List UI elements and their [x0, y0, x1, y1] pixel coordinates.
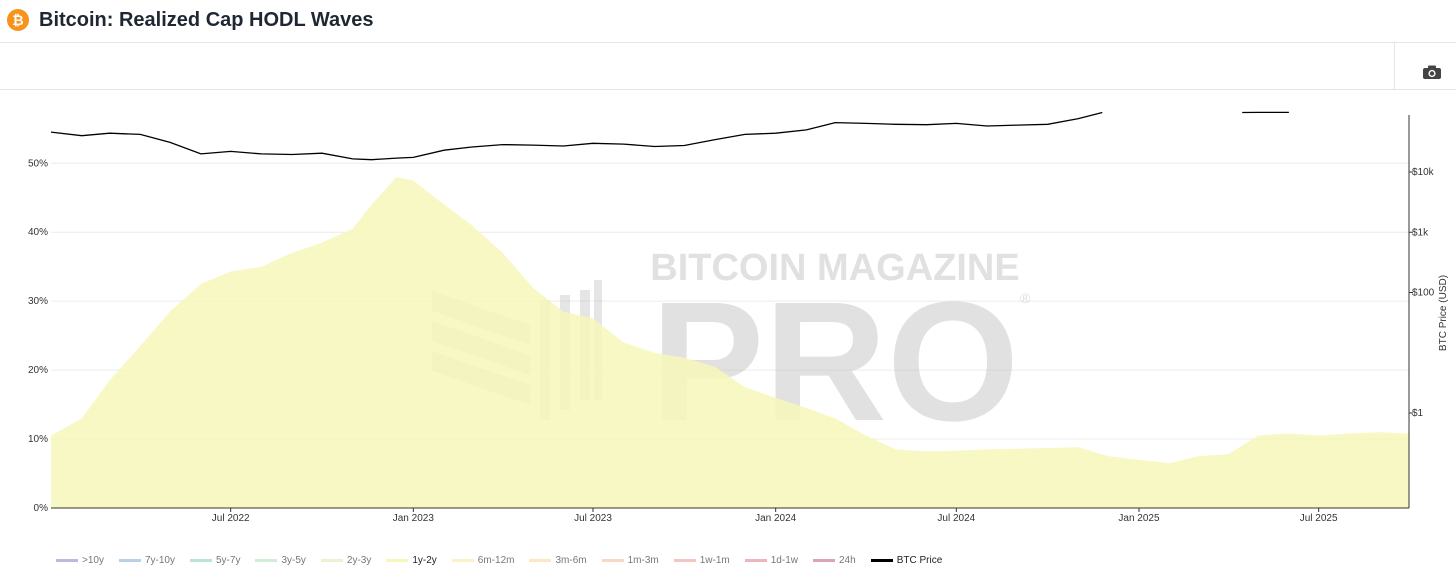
- legend-item[interactable]: 6m-12m: [451, 552, 515, 568]
- legend-item[interactable]: 7y-10y: [118, 552, 175, 568]
- legend-item[interactable]: 5y-7y: [189, 552, 241, 568]
- hodl-areas: [51, 177, 1409, 508]
- x-tick-label: Jul 2025: [1300, 513, 1338, 524]
- legend-swatch: [870, 558, 893, 562]
- legend-item[interactable]: 24h: [813, 552, 856, 568]
- legend-item[interactable]: 2y-3y: [320, 552, 372, 568]
- legend-label: 1m-3m: [627, 554, 659, 566]
- btc-price-line: [50, 111, 1103, 161]
- x-tick-label: Jan 2025: [1118, 513, 1160, 524]
- y-axis-labels-left: 0% 10% 20% 30% 40% 50%: [28, 158, 48, 514]
- price-lines: [50, 111, 1289, 161]
- legend-label: 1y-2y: [412, 554, 437, 566]
- y-tick-label-left: 10%: [28, 434, 48, 445]
- hodl-waves-chart[interactable]: BITCOIN MAGAZINE PRO ® Jul 2022 Jan 2023 J…: [0, 95, 1456, 545]
- chart-legend: >10y 7y-10y 5y-7y 3y-5y 2y-3y 1y-2y 6m-12m 3m-6…: [56, 552, 957, 568]
- y-tick-label-left: 0%: [34, 503, 49, 514]
- x-tick-label: Jul 2024: [937, 513, 975, 524]
- area-1y-2y: [51, 177, 1409, 508]
- legend-swatch: [386, 558, 409, 562]
- legend-label: 3m-6m: [555, 554, 587, 566]
- y-tick-label-right: $1k: [1412, 227, 1429, 238]
- toolbar-divider: [1394, 43, 1395, 89]
- legend-label: 6m-12m: [477, 554, 515, 566]
- legend-swatch: [118, 558, 141, 562]
- y-tick-label-right: $100: [1412, 288, 1435, 299]
- legend-label: 1w-1m: [699, 554, 730, 566]
- x-tick-label: Jan 2023: [393, 513, 435, 524]
- legend-item[interactable]: 1d-1w: [744, 552, 798, 568]
- legend-item[interactable]: 3m-6m: [529, 552, 587, 568]
- y-tick-label-left: 50%: [28, 158, 48, 169]
- chart-header: ₿ Bitcoin: Realized Cap HODL Waves: [0, 0, 1456, 43]
- watermark-line1: BITCOIN MAGAZINE: [650, 247, 1019, 289]
- y-tick-label-left: 20%: [28, 365, 48, 376]
- legend-item[interactable]: 3y-5y: [255, 552, 306, 568]
- legend-swatch: [813, 558, 835, 562]
- legend-label: 2y-3y: [346, 554, 372, 566]
- y-tick-label-left: 40%: [28, 227, 48, 238]
- y-tick-label-left: 30%: [28, 296, 48, 307]
- axes: [51, 115, 1410, 509]
- x-tick-label: Jan 2024: [755, 513, 797, 524]
- legend-label: 5y-7y: [215, 554, 241, 566]
- x-tick-label: Jul 2022: [212, 513, 250, 524]
- legend-item[interactable]: BTC Price: [870, 552, 943, 568]
- legend-swatch: [744, 558, 767, 562]
- chart-toolbar: [0, 43, 1456, 90]
- legend-swatch: [56, 558, 78, 562]
- legend-label: 1d-1w: [770, 554, 798, 566]
- x-tick-label: Jul 2023: [574, 513, 612, 524]
- legend-swatch: [529, 558, 552, 562]
- legend-label: BTC Price: [896, 554, 943, 566]
- legend-label: 24h: [839, 554, 856, 566]
- legend-label: 3y-5y: [281, 554, 306, 566]
- legend-swatch: [601, 558, 624, 562]
- legend-label: >10y: [82, 554, 104, 566]
- legend-item[interactable]: 1m-3m: [601, 552, 659, 568]
- bitcoin-logo-icon: ₿: [7, 9, 29, 31]
- legend-swatch: [189, 558, 212, 562]
- legend-swatch: [451, 558, 474, 562]
- legend-swatch: [320, 558, 343, 562]
- legend-swatch: [255, 558, 278, 562]
- legend-item[interactable]: 1w-1m: [673, 552, 730, 568]
- y-axis-title-right: BTC Price (USD): [1438, 275, 1449, 351]
- y-axis-labels-right: $1 $100 $1k $10k: [1409, 167, 1435, 419]
- legend-swatch: [673, 558, 696, 562]
- page-title: Bitcoin: Realized Cap HODL Waves: [39, 9, 374, 31]
- y-tick-label-right: $1: [1412, 408, 1424, 419]
- x-axis-labels: Jul 2022 Jan 2023 Jul 2023 Jan 2024 Jul 2024…: [212, 508, 1338, 524]
- legend-item[interactable]: >10y: [56, 552, 104, 568]
- y-tick-label-right: $10k: [1412, 167, 1435, 178]
- legend-label: 7y-10y: [144, 554, 175, 566]
- camera-icon[interactable]: [1422, 64, 1442, 80]
- watermark-registered: ®: [1020, 290, 1031, 306]
- legend-item[interactable]: 1y-2y: [386, 552, 437, 568]
